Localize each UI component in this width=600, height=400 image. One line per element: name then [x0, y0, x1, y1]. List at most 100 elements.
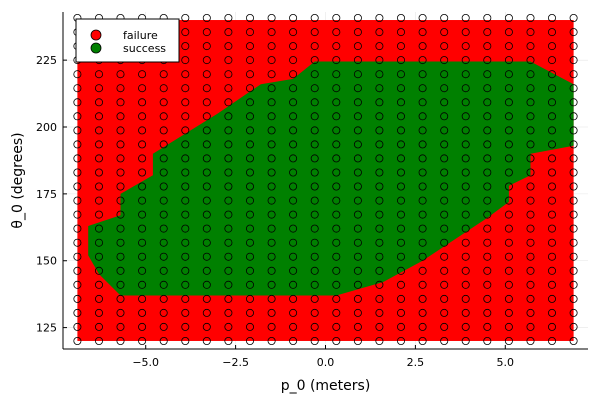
sample-point	[375, 70, 384, 79]
sample-point	[224, 28, 233, 37]
legend-label-failure: failure	[123, 29, 158, 42]
sample-point	[267, 280, 276, 289]
sample-point	[504, 168, 513, 177]
sample-point	[138, 98, 147, 107]
sample-point	[418, 56, 427, 65]
sample-point	[332, 42, 341, 51]
sample-point	[332, 280, 341, 289]
sample-point	[440, 238, 449, 247]
sample-point	[526, 84, 535, 93]
sample-point	[526, 308, 535, 317]
sample-point	[332, 196, 341, 205]
sample-point	[245, 266, 254, 275]
sample-point	[95, 266, 104, 275]
sample-point	[95, 252, 104, 261]
sample-point	[548, 126, 557, 135]
sample-point	[95, 196, 104, 205]
sample-point	[483, 13, 492, 22]
sample-point	[289, 126, 298, 135]
sample-point	[159, 252, 168, 261]
sample-point	[461, 336, 470, 345]
sample-point	[396, 84, 405, 93]
sample-point	[461, 238, 470, 247]
sample-point	[289, 13, 298, 22]
sample-point	[332, 84, 341, 93]
x-tick-label: 2.5	[407, 356, 425, 369]
sample-point	[224, 280, 233, 289]
sample-point	[310, 266, 319, 275]
sample-point	[159, 168, 168, 177]
sample-point	[396, 154, 405, 163]
sample-point	[353, 294, 362, 303]
sample-point	[440, 252, 449, 261]
sample-point	[526, 266, 535, 275]
sample-point	[73, 154, 82, 163]
sample-point	[396, 98, 405, 107]
sample-point	[548, 98, 557, 107]
sample-point	[375, 238, 384, 247]
sample-point	[353, 238, 362, 247]
sample-point	[332, 168, 341, 177]
sample-point	[159, 210, 168, 219]
sample-point	[181, 70, 190, 79]
sample-point	[461, 182, 470, 191]
sample-point	[310, 224, 319, 233]
sample-point	[461, 294, 470, 303]
sample-point	[138, 252, 147, 261]
sample-point	[375, 13, 384, 22]
sample-point	[95, 224, 104, 233]
sample-point	[95, 280, 104, 289]
sample-point	[504, 252, 513, 261]
sample-point	[289, 308, 298, 317]
sample-point	[289, 224, 298, 233]
sample-point	[73, 252, 82, 261]
sample-point	[245, 196, 254, 205]
sample-point	[159, 308, 168, 317]
sample-point	[159, 140, 168, 149]
sample-point	[202, 308, 211, 317]
sample-point	[526, 238, 535, 247]
sample-point	[418, 42, 427, 51]
sample-point	[138, 238, 147, 247]
sample-point	[245, 126, 254, 135]
sample-point	[375, 42, 384, 51]
sample-point	[73, 168, 82, 177]
sample-point	[396, 294, 405, 303]
sample-point	[375, 336, 384, 345]
sample-point	[267, 98, 276, 107]
sample-point	[116, 126, 125, 135]
sample-point	[181, 280, 190, 289]
sample-point	[73, 98, 82, 107]
sample-point	[440, 84, 449, 93]
sample-point	[224, 210, 233, 219]
sample-point	[245, 168, 254, 177]
sample-point	[267, 266, 276, 275]
sample-point	[569, 13, 578, 22]
sample-point	[353, 266, 362, 275]
sample-point	[116, 168, 125, 177]
sample-point	[267, 42, 276, 51]
sample-point	[375, 56, 384, 65]
sample-point	[375, 140, 384, 149]
sample-point	[548, 196, 557, 205]
sample-point	[224, 42, 233, 51]
sample-point	[310, 56, 319, 65]
sample-point	[375, 280, 384, 289]
sample-point	[418, 140, 427, 149]
sample-point	[73, 140, 82, 149]
sample-point	[526, 210, 535, 219]
sample-point	[504, 98, 513, 107]
x-axis-title: p_0 (meters)	[281, 378, 371, 394]
sample-point	[396, 168, 405, 177]
sample-point	[440, 182, 449, 191]
sample-point	[440, 308, 449, 317]
sample-point	[569, 266, 578, 275]
sample-point	[353, 168, 362, 177]
plot-area	[63, 12, 588, 349]
sample-point	[418, 224, 427, 233]
sample-point	[548, 266, 557, 275]
sample-point	[548, 168, 557, 177]
sample-point	[548, 13, 557, 22]
sample-point	[116, 154, 125, 163]
sample-point	[267, 28, 276, 37]
